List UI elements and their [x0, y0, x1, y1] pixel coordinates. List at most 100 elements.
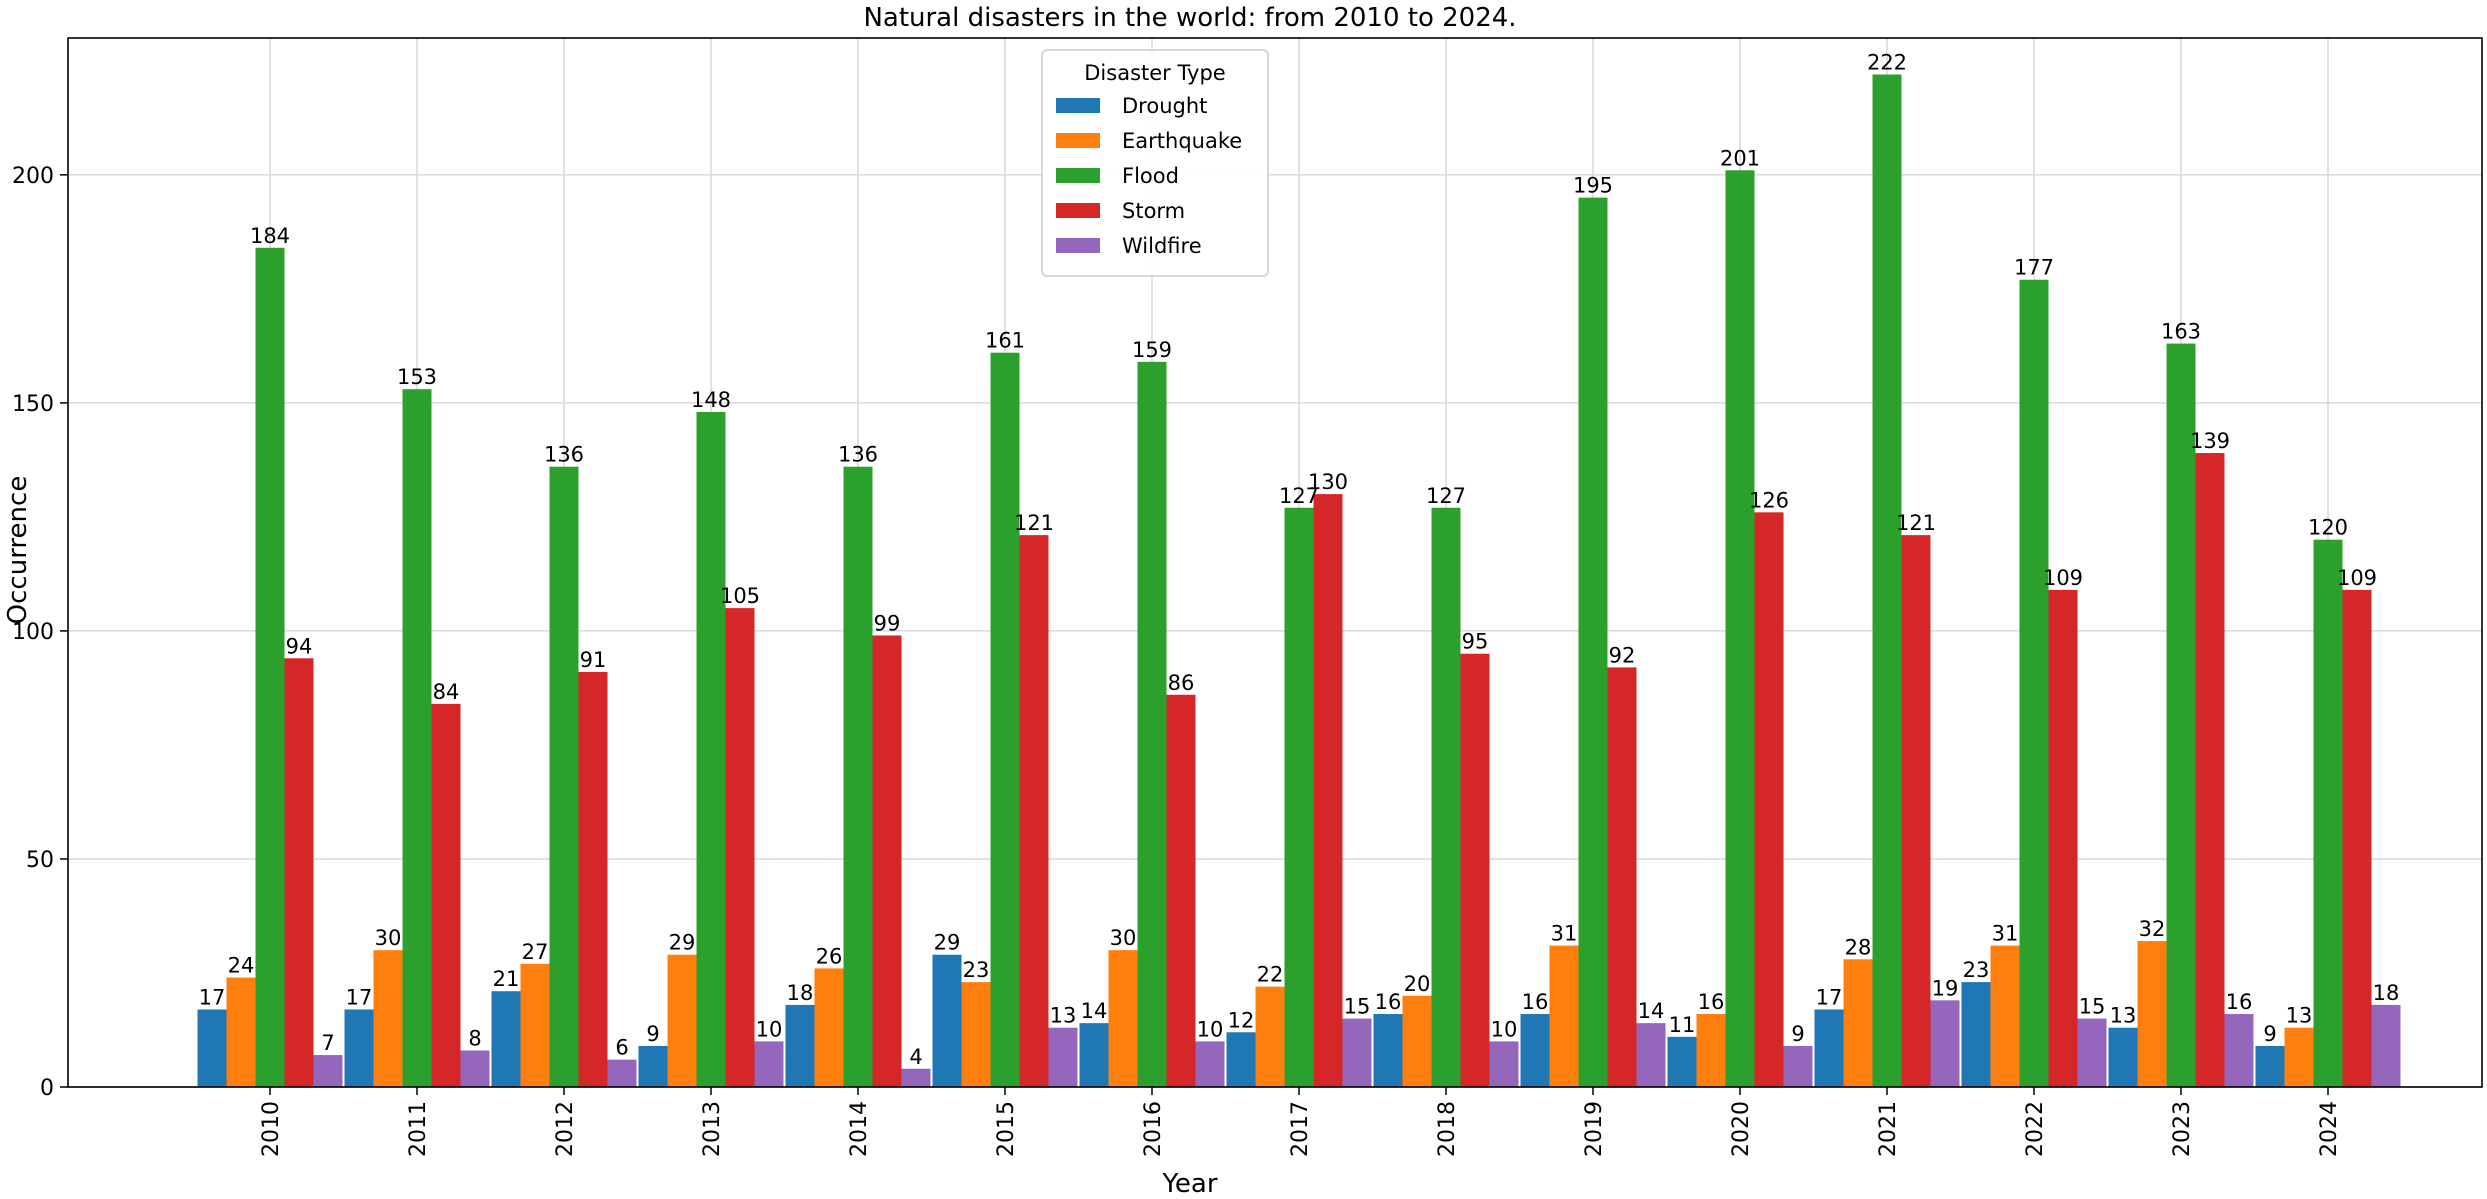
data-label: 17	[199, 985, 226, 1009]
data-label: 163	[2161, 320, 2201, 344]
data-label: 86	[1168, 671, 1195, 695]
bar-flood	[843, 466, 873, 1087]
bar-drought	[1373, 1014, 1403, 1087]
legend-label-storm: Storm	[1122, 199, 1185, 223]
data-label: 161	[985, 329, 1025, 353]
x-tick-label: 2019	[1582, 1101, 1607, 1157]
bar-earthquake	[1990, 945, 2020, 1087]
bar-storm	[578, 671, 608, 1087]
legend-label-drought: Drought	[1122, 94, 1207, 118]
data-label: 121	[1014, 511, 1054, 535]
data-label: 17	[346, 985, 373, 1009]
bar-flood	[1578, 197, 1608, 1087]
bar-flood	[696, 411, 726, 1087]
legend-title: Disaster Type	[1084, 61, 1225, 85]
bar-wildfire	[607, 1059, 637, 1087]
legend-swatch-wildfire	[1056, 238, 1100, 253]
data-label: 22	[1257, 963, 1284, 987]
x-tick-label: 2017	[1288, 1101, 1313, 1157]
data-label: 84	[433, 680, 460, 704]
data-label: 9	[646, 1022, 659, 1046]
data-label: 159	[1132, 338, 1172, 362]
bar-drought	[932, 954, 962, 1087]
data-label: 27	[522, 940, 549, 964]
data-label: 6	[615, 1036, 628, 1060]
data-label: 177	[2014, 256, 2054, 280]
bar-earthquake	[226, 977, 256, 1087]
bar-flood	[2166, 343, 2196, 1087]
data-label: 24	[228, 954, 255, 978]
data-label: 26	[816, 944, 843, 968]
y-tick-label: 100	[12, 620, 54, 645]
x-tick-label: 2011	[406, 1101, 431, 1157]
x-tick-label: 2018	[1435, 1101, 1460, 1157]
data-label: 139	[2190, 429, 2230, 453]
data-label: 28	[1845, 935, 1872, 959]
data-label: 10	[1491, 1017, 1518, 1041]
bar-earthquake	[1843, 959, 1873, 1087]
bar-wildfire	[1489, 1041, 1519, 1087]
data-label: 16	[1522, 990, 1549, 1014]
legend-swatch-flood	[1056, 168, 1100, 183]
bar-drought	[2108, 1027, 2138, 1087]
y-axis-label: Occurrence	[3, 476, 33, 625]
plot-frame	[67, 37, 2483, 1088]
bar-flood	[2019, 279, 2049, 1087]
bar-wildfire	[1048, 1027, 1078, 1087]
x-tick-label: 2010	[259, 1101, 284, 1157]
bar-storm	[2048, 589, 2078, 1087]
data-label: 9	[1791, 1022, 1804, 1046]
bar-storm	[1313, 494, 1343, 1088]
bar-earthquake	[373, 950, 403, 1087]
bar-storm	[1901, 535, 1931, 1087]
bar-wildfire	[2224, 1014, 2254, 1087]
bars-group	[197, 74, 2401, 1088]
bar-flood	[1137, 361, 1167, 1087]
x-tick-label: 2014	[847, 1101, 872, 1157]
bar-wildfire	[1342, 1018, 1372, 1087]
bar-earthquake	[1255, 986, 1285, 1087]
data-label: 18	[2373, 981, 2400, 1005]
bar-wildfire	[1930, 1000, 1960, 1087]
bar-drought	[1814, 1009, 1844, 1087]
data-label: 10	[1197, 1017, 1224, 1041]
bar-earthquake	[961, 982, 991, 1087]
bar-storm	[1166, 694, 1196, 1087]
bar-earthquake	[1696, 1014, 1726, 1087]
bar-earthquake	[814, 968, 844, 1087]
data-label: 14	[1081, 999, 1108, 1023]
y-tick-label: 50	[26, 848, 54, 873]
data-label: 91	[580, 648, 607, 672]
x-tick-label: 2022	[2023, 1101, 2048, 1157]
data-label: 94	[286, 634, 313, 658]
data-label: 12	[1228, 1008, 1255, 1032]
data-label: 9	[2263, 1022, 2276, 1046]
bar-drought	[2255, 1045, 2285, 1087]
bar-flood	[255, 247, 285, 1088]
y-tick-label: 150	[12, 392, 54, 417]
data-label: 8	[468, 1027, 481, 1051]
data-label: 13	[1050, 1004, 1077, 1028]
bar-storm	[2342, 589, 2372, 1087]
data-label: 148	[691, 388, 731, 412]
bar-earthquake	[1108, 950, 1138, 1087]
bar-storm	[1607, 667, 1637, 1087]
data-label: 29	[669, 931, 696, 955]
bar-drought	[197, 1009, 227, 1087]
data-label: 95	[1462, 630, 1489, 654]
data-label: 109	[2337, 566, 2377, 590]
bar-drought	[491, 991, 521, 1087]
bar-wildfire	[1195, 1041, 1225, 1087]
bar-flood	[2313, 539, 2343, 1087]
y-tick-label: 200	[12, 164, 54, 189]
data-label: 10	[756, 1017, 783, 1041]
bar-wildfire	[1783, 1045, 1813, 1087]
legend-swatch-storm	[1056, 203, 1100, 218]
data-label: 121	[1896, 511, 1936, 535]
data-label: 136	[544, 443, 584, 467]
bar-flood	[1872, 74, 1902, 1088]
bar-flood	[402, 389, 432, 1087]
data-label: 153	[397, 365, 437, 389]
